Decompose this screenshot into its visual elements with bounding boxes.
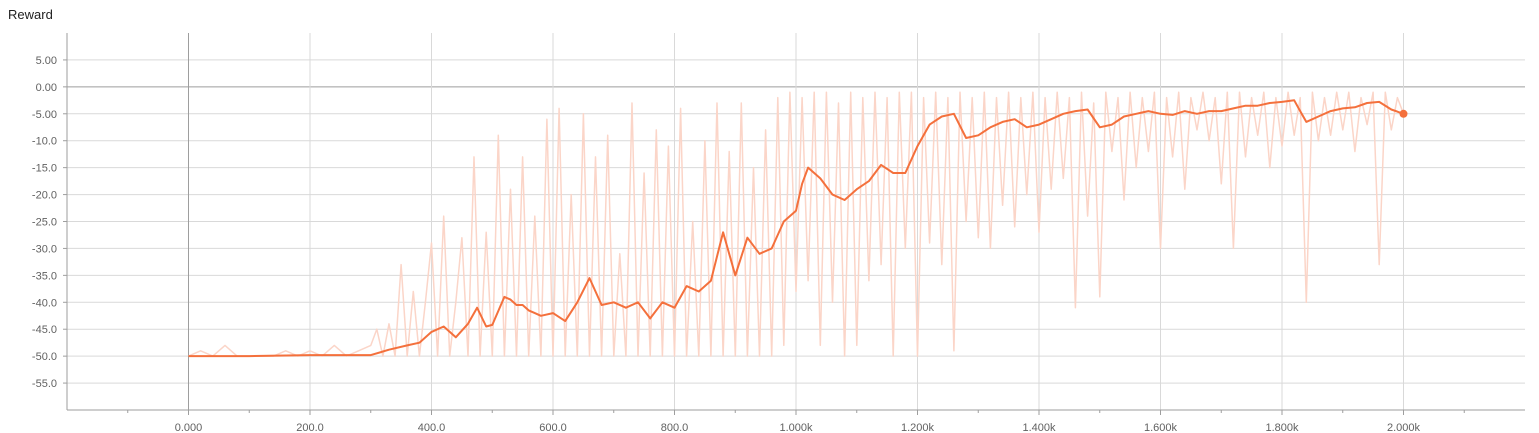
chart-title: Reward (8, 7, 53, 22)
x-tick-label: 200.0 (296, 422, 324, 433)
smoothed-reward-line (188, 99, 1404, 358)
x-tick-label: 2.000k (1387, 422, 1421, 433)
x-tick-label: 1.600k (1144, 422, 1178, 433)
smoothed-series-layer (188, 99, 1408, 358)
x-tick-label: 600.0 (539, 422, 567, 433)
y-tick-label: 0.00 (36, 82, 57, 94)
y-tick-label: 5.00 (36, 55, 57, 67)
tick-label-layer: 5.00 0.00 -5.00 -10.0 -15.0 -20.0 -25.0 -30.0 -3… (32, 55, 1421, 433)
y-tick-label: -15.0 (32, 163, 57, 175)
y-tick-label: -55.0 (32, 378, 57, 390)
x-tick-label: 1.200k (901, 422, 935, 433)
x-tick-label: 0.000 (175, 422, 203, 433)
y-tick-label: -25.0 (32, 217, 57, 229)
x-tick-label: 400.0 (418, 422, 446, 433)
last-point-marker (1399, 109, 1408, 118)
y-tick-label: -10.0 (32, 136, 57, 148)
y-tick-label: -50.0 (32, 351, 57, 363)
y-tick-label: -45.0 (32, 324, 57, 336)
y-tick-label: -40.0 (32, 297, 57, 309)
y-tick-label: -20.0 (32, 190, 57, 202)
y-tick-label: -30.0 (32, 243, 57, 255)
x-tick-label: 1.000k (779, 422, 813, 433)
y-tick-label: -5.00 (32, 109, 57, 121)
x-tick-label: 1.400k (1022, 422, 1056, 433)
x-tick-label: 1.800k (1265, 422, 1299, 433)
grid-layer (67, 33, 1525, 410)
axis-layer (63, 33, 1525, 415)
x-tick-label: 800.0 (661, 422, 689, 433)
y-tick-label: -35.0 (32, 270, 57, 282)
